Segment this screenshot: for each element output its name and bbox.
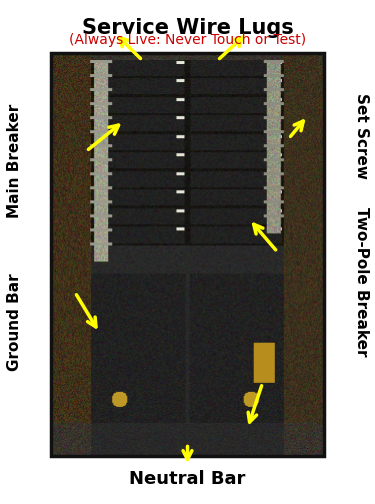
Text: Main Breaker: Main Breaker <box>8 104 22 218</box>
Text: Neutral Bar: Neutral Bar <box>129 470 246 488</box>
Text: Service Wire Lugs: Service Wire Lugs <box>82 18 293 38</box>
Text: (Always Live: Never Touch or Test): (Always Live: Never Touch or Test) <box>69 33 306 47</box>
Text: Ground Bar: Ground Bar <box>8 274 22 371</box>
Text: Set Screw: Set Screw <box>354 93 369 179</box>
Text: Two-Pole Breaker: Two-Pole Breaker <box>354 208 369 357</box>
FancyBboxPatch shape <box>51 53 324 456</box>
